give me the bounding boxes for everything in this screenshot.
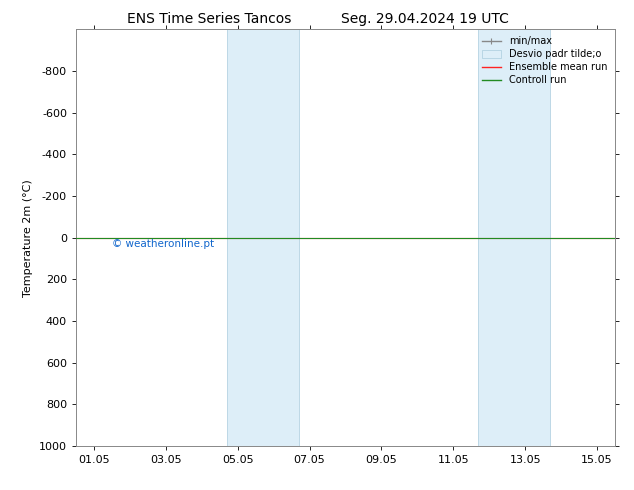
Y-axis label: Temperature 2m (°C): Temperature 2m (°C) xyxy=(23,179,34,296)
Text: © weatheronline.pt: © weatheronline.pt xyxy=(112,239,214,249)
Text: Seg. 29.04.2024 19 UTC: Seg. 29.04.2024 19 UTC xyxy=(341,12,508,26)
Legend: min/max, Desvio padr tilde;o, Ensemble mean run, Controll run: min/max, Desvio padr tilde;o, Ensemble m… xyxy=(478,32,611,89)
Bar xyxy=(479,29,550,446)
Bar xyxy=(227,29,299,446)
Text: ENS Time Series Tancos: ENS Time Series Tancos xyxy=(127,12,292,26)
